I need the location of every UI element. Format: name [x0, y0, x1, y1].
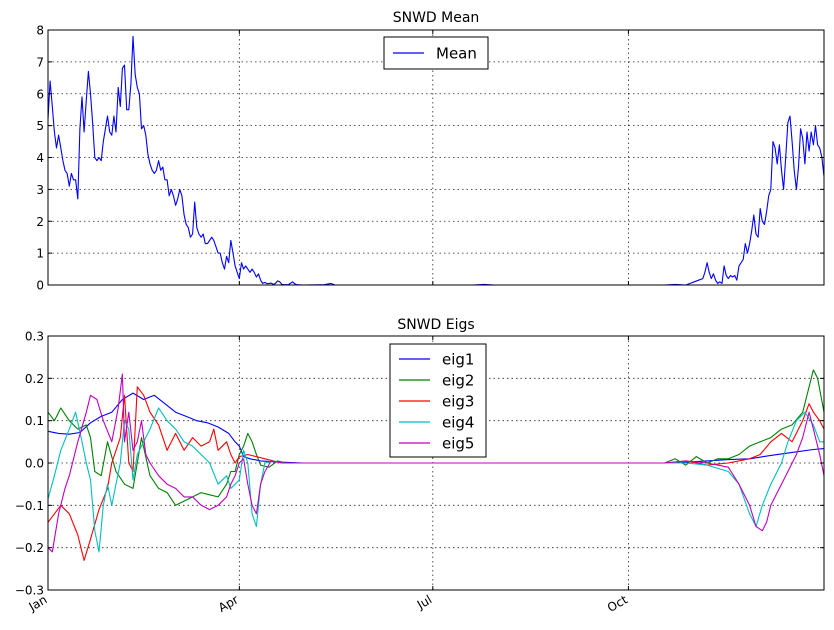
- chart-title-snwd-mean: SNWD Mean: [393, 10, 480, 26]
- y-tick-label-snwd-mean: 7: [36, 55, 44, 69]
- series-line-eig2: [47, 369, 825, 506]
- legend-label-eig4: eig4: [442, 414, 474, 432]
- x-tick-label-snwd-eigs: Jul: [414, 592, 434, 612]
- series-group-snwd-mean: [47, 35, 825, 286]
- y-tick-label-snwd-mean: 2: [36, 215, 44, 229]
- legend-label-eig5: eig5: [442, 435, 474, 453]
- legend-label-eig1: eig1: [442, 351, 474, 369]
- legend-label-eig2: eig2: [442, 372, 474, 390]
- y-tick-label-snwd-mean: 0: [36, 279, 44, 293]
- y-tick-label-snwd-mean: 6: [36, 87, 44, 101]
- series-group-snwd-eigs: [47, 369, 825, 561]
- legend-box: [383, 36, 489, 70]
- x-tick-label-snwd-eigs: Oct: [605, 592, 630, 615]
- series-line-eig3: [47, 386, 825, 561]
- ticks-snwd-mean: 0 1 2 3 4 5 6 7 8: [36, 24, 824, 293]
- chart-title-snwd-eigs: SNWD Eigs: [397, 317, 474, 333]
- series-line-eig1: [47, 392, 825, 464]
- series-line-mean: [47, 35, 825, 286]
- y-tick-label-snwd-mean: 3: [36, 183, 44, 197]
- y-tick-label-snwd-eigs: 0.3: [25, 330, 44, 344]
- x-tick-label-snwd-eigs: Apr: [216, 592, 241, 615]
- y-tick-label-snwd-eigs: −0.3: [15, 584, 44, 598]
- axes-snwd-mean: SNWD Mean 0 1 2 3 4 5 6 7 8 Mean: [36, 10, 825, 293]
- legend-label-eig3: eig3: [442, 393, 474, 411]
- y-tick-label-snwd-eigs: 0.1: [25, 414, 44, 428]
- y-tick-label-snwd-eigs: 0.0: [25, 457, 44, 471]
- series-line-eig4: [47, 407, 824, 553]
- legend-snwd-eigs: eig1 eig2 eig3 eig4 eig5: [389, 343, 487, 458]
- y-tick-label-snwd-eigs: −0.2: [15, 541, 44, 555]
- series-line-eig5: [47, 373, 825, 553]
- y-tick-label-snwd-eigs: 0.2: [25, 372, 44, 386]
- y-tick-label-snwd-mean: 5: [36, 119, 44, 133]
- y-tick-label-snwd-mean: 1: [36, 247, 44, 261]
- y-tick-label-snwd-eigs: −0.1: [15, 499, 44, 513]
- legend-label-mean: Mean: [436, 45, 477, 63]
- y-tick-label-snwd-mean: 8: [36, 24, 44, 38]
- legend-snwd-mean: Mean: [383, 36, 489, 70]
- y-tick-label-snwd-mean: 4: [36, 151, 44, 165]
